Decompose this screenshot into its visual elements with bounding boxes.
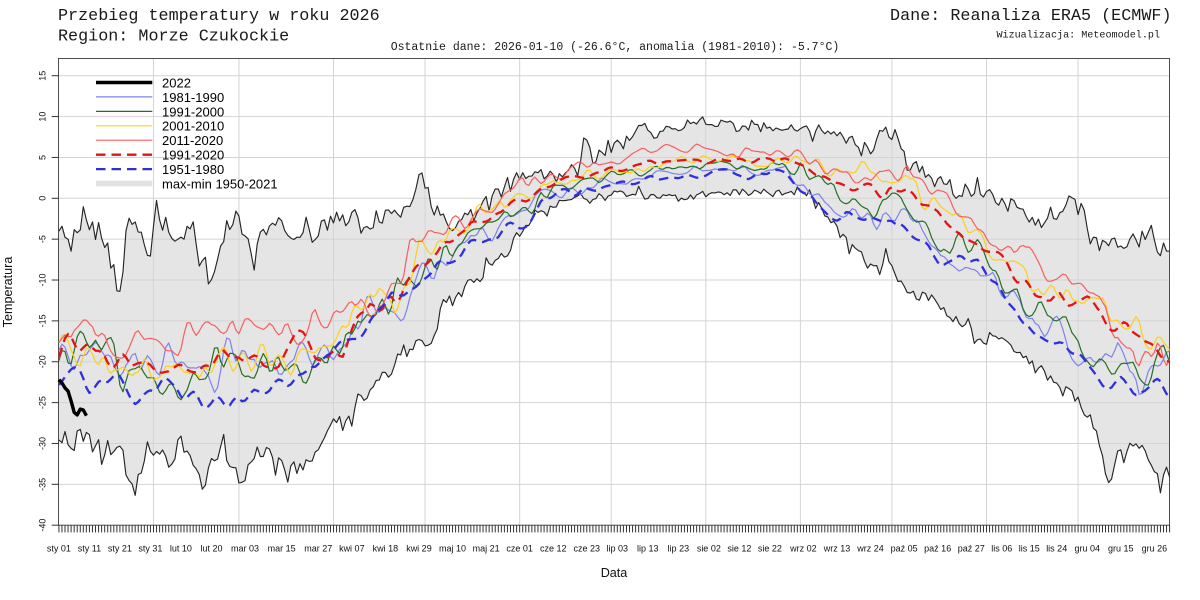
svg-text:sty 01: sty 01 xyxy=(47,544,71,554)
svg-text:paź 05: paź 05 xyxy=(891,544,918,554)
svg-text:2001-2010: 2001-2010 xyxy=(162,119,224,134)
svg-text:lip 23: lip 23 xyxy=(668,544,690,554)
svg-text:-20: -20 xyxy=(38,355,48,368)
svg-text:1991-2000: 1991-2000 xyxy=(162,104,224,119)
svg-text:lut 20: lut 20 xyxy=(200,544,222,554)
svg-text:1991-2020: 1991-2020 xyxy=(162,148,224,163)
svg-text:15: 15 xyxy=(38,71,48,81)
svg-text:-15: -15 xyxy=(38,314,48,327)
svg-text:Wizualizacja: Meteomodel.pl: Wizualizacja: Meteomodel.pl xyxy=(996,30,1160,42)
svg-text:paź 16: paź 16 xyxy=(924,544,951,554)
svg-text:cze 01: cze 01 xyxy=(506,544,533,554)
svg-text:sie 02: sie 02 xyxy=(697,544,721,554)
svg-text:kwi 29: kwi 29 xyxy=(406,544,432,554)
svg-text:maj 21: maj 21 xyxy=(473,544,500,554)
svg-text:lip 03: lip 03 xyxy=(607,544,629,554)
svg-text:-5: -5 xyxy=(38,235,48,243)
svg-text:2011-2020: 2011-2020 xyxy=(162,133,223,148)
svg-text:sie 12: sie 12 xyxy=(727,544,751,554)
svg-text:5: 5 xyxy=(38,155,48,160)
svg-text:gru 04: gru 04 xyxy=(1074,544,1100,554)
svg-text:gru 26: gru 26 xyxy=(1142,544,1168,554)
svg-text:lis 06: lis 06 xyxy=(991,544,1012,554)
svg-text:mar 15: mar 15 xyxy=(268,544,296,554)
svg-text:Region: Morze Czukockie: Region: Morze Czukockie xyxy=(58,28,289,47)
svg-text:1981-1990: 1981-1990 xyxy=(162,90,224,105)
svg-text:kwi 07: kwi 07 xyxy=(339,544,365,554)
svg-text:Dane: Reanaliza ERA5 (ECMWF): Dane: Reanaliza ERA5 (ECMWF) xyxy=(890,7,1171,26)
svg-text:cze 23: cze 23 xyxy=(574,544,601,554)
svg-text:sie 22: sie 22 xyxy=(758,544,782,554)
svg-text:-10: -10 xyxy=(38,274,48,287)
svg-text:Temperatura: Temperatura xyxy=(1,257,15,328)
svg-text:mar 03: mar 03 xyxy=(231,544,259,554)
svg-text:wrz 02: wrz 02 xyxy=(789,544,817,554)
svg-text:-25: -25 xyxy=(38,396,48,409)
svg-text:-30: -30 xyxy=(38,437,48,450)
svg-text:-40: -40 xyxy=(38,519,48,532)
svg-text:mar 27: mar 27 xyxy=(304,544,332,554)
svg-text:paź 27: paź 27 xyxy=(958,544,985,554)
svg-text:2022: 2022 xyxy=(162,75,191,90)
svg-text:max-min 1950-2021: max-min 1950-2021 xyxy=(162,176,278,191)
svg-text:Przebieg temperatury w roku 20: Przebieg temperatury w roku 2026 xyxy=(58,7,380,26)
svg-text:Ostatnie dane: 2026-01-10 (-26: Ostatnie dane: 2026-01-10 (-26.6°C, anom… xyxy=(391,41,840,54)
svg-text:lut 10: lut 10 xyxy=(170,544,192,554)
svg-text:wrz 24: wrz 24 xyxy=(856,544,884,554)
svg-text:Data: Data xyxy=(601,566,628,580)
svg-text:0: 0 xyxy=(38,196,48,201)
svg-text:sty 21: sty 21 xyxy=(108,544,132,554)
svg-text:gru 15: gru 15 xyxy=(1108,544,1134,554)
svg-text:10: 10 xyxy=(38,112,48,122)
svg-text:lis 24: lis 24 xyxy=(1046,544,1067,554)
svg-text:lip 13: lip 13 xyxy=(637,544,659,554)
svg-text:sty 31: sty 31 xyxy=(138,544,162,554)
svg-text:kwi 18: kwi 18 xyxy=(373,544,399,554)
svg-text:sty 11: sty 11 xyxy=(78,544,101,554)
svg-text:cze 12: cze 12 xyxy=(540,544,567,554)
svg-text:wrz 13: wrz 13 xyxy=(823,544,851,554)
svg-text:1951-1980: 1951-1980 xyxy=(162,162,224,177)
svg-text:lis 15: lis 15 xyxy=(1019,544,1040,554)
svg-text:-35: -35 xyxy=(38,478,48,491)
svg-text:maj 10: maj 10 xyxy=(439,544,466,554)
